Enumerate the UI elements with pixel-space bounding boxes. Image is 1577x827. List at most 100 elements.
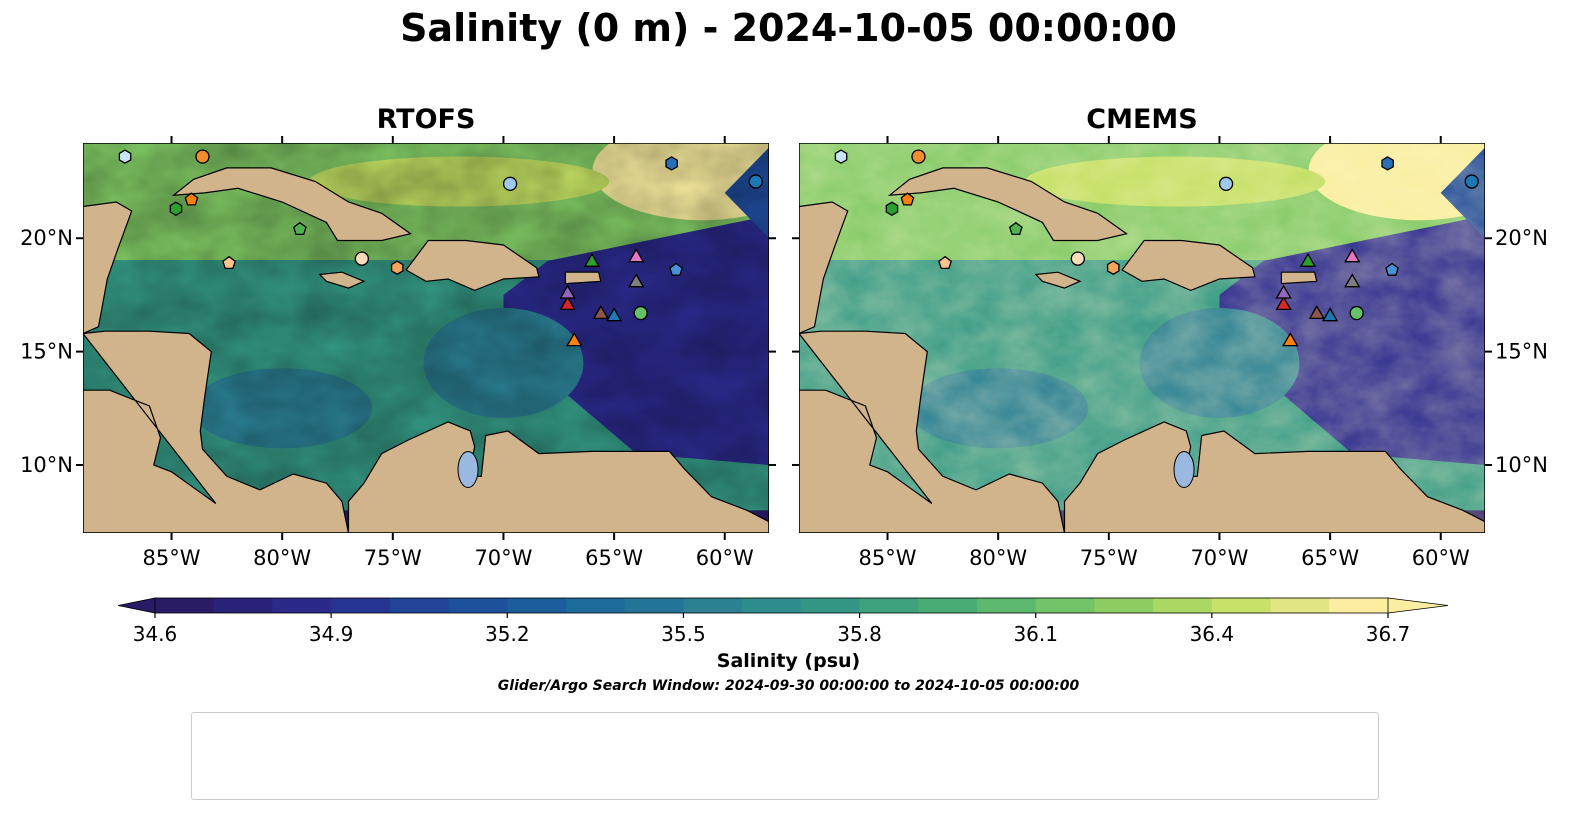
- marker-6903111: [633, 305, 648, 321]
- land-pr: [1280, 271, 1318, 285]
- x-tick-label: 85°W: [859, 546, 917, 570]
- colorbar-step: [859, 598, 919, 613]
- colorbar-step: [507, 598, 567, 613]
- colorbar-extend-max: [1387, 597, 1449, 614]
- marker-4903559: [938, 255, 952, 270]
- x-tick-label: 80°W: [253, 546, 311, 570]
- land-central: [799, 330, 1066, 533]
- marker-SG630-20240713T1103: [1282, 332, 1299, 347]
- x-tick-label: 70°W: [1190, 546, 1248, 570]
- marker-ng656-20240613T0000: [1308, 304, 1326, 320]
- colorbar-step: [977, 598, 1037, 613]
- marker-SG649-20240712T1133: [1299, 252, 1317, 267]
- colorbar-tick-label: 35.5: [661, 622, 706, 646]
- y-tick-label: 10°N: [20, 453, 73, 477]
- colorbar-tick-label: 36.7: [1366, 622, 1411, 646]
- y-tick-label: 20°N: [1495, 226, 1548, 250]
- marker-4903561: [354, 251, 369, 266]
- legend-box: [191, 712, 1379, 800]
- colorbar-step: [742, 598, 802, 613]
- marker-SG610-20240711T1133: [1321, 307, 1339, 322]
- colorbar-tick-label: 34.9: [309, 622, 354, 646]
- colorbar-label: Salinity (psu): [716, 650, 861, 672]
- marker-4903466: [195, 149, 210, 164]
- land-southamerica: [347, 421, 769, 533]
- x-tick-label: 85°W: [143, 546, 201, 570]
- marker-ng738-20240807T0000: [1344, 248, 1361, 263]
- marker-ng783-20240807T0000: [628, 273, 645, 288]
- land-bahamas: [1025, 102, 1065, 134]
- panel-title-rtofs: RTOFS: [376, 104, 476, 135]
- land-bahamas: [309, 102, 349, 134]
- x-tick-label: 70°W: [474, 546, 532, 570]
- land-cuba: [887, 167, 1128, 242]
- colorbar-step: [624, 598, 684, 613]
- land-southamerica: [1063, 421, 1485, 533]
- land-hispaniola: [405, 239, 540, 292]
- marker-SG610-20240711T1133: [605, 307, 623, 322]
- colorbar-step: [1270, 598, 1330, 613]
- colorbar: 34.6 34.9 35.2 35.5 35.8 36.1 36.4 36.7: [117, 597, 1449, 646]
- y-tick-label: 10°N: [1495, 453, 1548, 477]
- colorbar-step: [918, 598, 978, 613]
- colorbar-tick-label: 36.1: [1013, 622, 1058, 646]
- lake-maracaibo: [1173, 451, 1195, 489]
- marker-6903111: [1349, 305, 1364, 321]
- land-pr: [564, 271, 602, 285]
- x-tick-label: 60°W: [696, 546, 754, 570]
- marker-4902534: [1218, 176, 1234, 191]
- marker-1902364: [665, 156, 678, 171]
- y-tick-label: 20°N: [20, 226, 73, 250]
- marker-ng278-20240711T0000: [1275, 284, 1292, 299]
- colorbar-tick-label: 35.2: [485, 622, 530, 646]
- marker-4903562: [169, 201, 183, 217]
- marker-4903558: [390, 260, 404, 275]
- colorbar-step: [331, 598, 391, 613]
- marker-4903466: [911, 149, 926, 164]
- land-central: [83, 330, 350, 533]
- marker-4902113: [669, 262, 683, 276]
- x-tick-label: 75°W: [1080, 546, 1138, 570]
- marker-ng656-20240613T0000: [592, 304, 610, 320]
- y-tick-label: 15°N: [1495, 340, 1548, 364]
- colorbar-step: [213, 598, 273, 613]
- colorbar-tick-label: 34.6: [133, 622, 178, 646]
- colorbar-step: [683, 598, 743, 613]
- colorbar-step: [272, 598, 332, 613]
- land-hispaniola: [1121, 239, 1256, 292]
- land-yucatan: [83, 201, 133, 335]
- map-axes: 85°W 80°W 75°W 70°W 65°W 60°W 10°N 15°N 20°N 85°W…: [20, 136, 1548, 570]
- marker-4902113: [1385, 262, 1399, 276]
- marker-4903563: [292, 221, 307, 236]
- marker-SG649-20240712T1133: [583, 252, 601, 267]
- colorbar-tick-label: 36.4: [1190, 622, 1235, 646]
- marker-4903563: [1008, 221, 1023, 236]
- land-yucatan: [799, 201, 849, 335]
- y-tick-label: 15°N: [20, 340, 73, 364]
- rtofs-map: [83, 102, 769, 533]
- colorbar-extend-min: [117, 597, 156, 614]
- colorbar-step: [1153, 598, 1213, 613]
- marker-4902534: [502, 176, 518, 191]
- marker-4903250: [184, 192, 199, 206]
- marker-1902314: [748, 174, 763, 189]
- colorbar-step: [155, 598, 215, 613]
- colorbar-step: [1329, 598, 1389, 613]
- marker-4903559: [222, 255, 236, 270]
- x-tick-label: 80°W: [969, 546, 1027, 570]
- marker-1902364: [1381, 156, 1394, 171]
- colorbar-frame: [154, 597, 1389, 614]
- colorbar-step: [566, 598, 626, 613]
- marker-SG630-20240713T1103: [566, 332, 583, 347]
- marker-SG678-20240617T1202: [1275, 295, 1292, 311]
- figure-title: Salinity (0 m) - 2024-10-05 00:00:00: [400, 6, 1177, 50]
- marker-4903562: [885, 201, 899, 217]
- marker-ng738-20240807T0000: [628, 248, 645, 263]
- colorbar-step: [800, 598, 861, 613]
- x-tick-label: 60°W: [1412, 546, 1470, 570]
- lake-maracaibo: [457, 451, 479, 489]
- land-cuba: [171, 167, 412, 242]
- marker-SG678-20240617T1202: [559, 295, 576, 311]
- platform-markers: [118, 149, 1479, 347]
